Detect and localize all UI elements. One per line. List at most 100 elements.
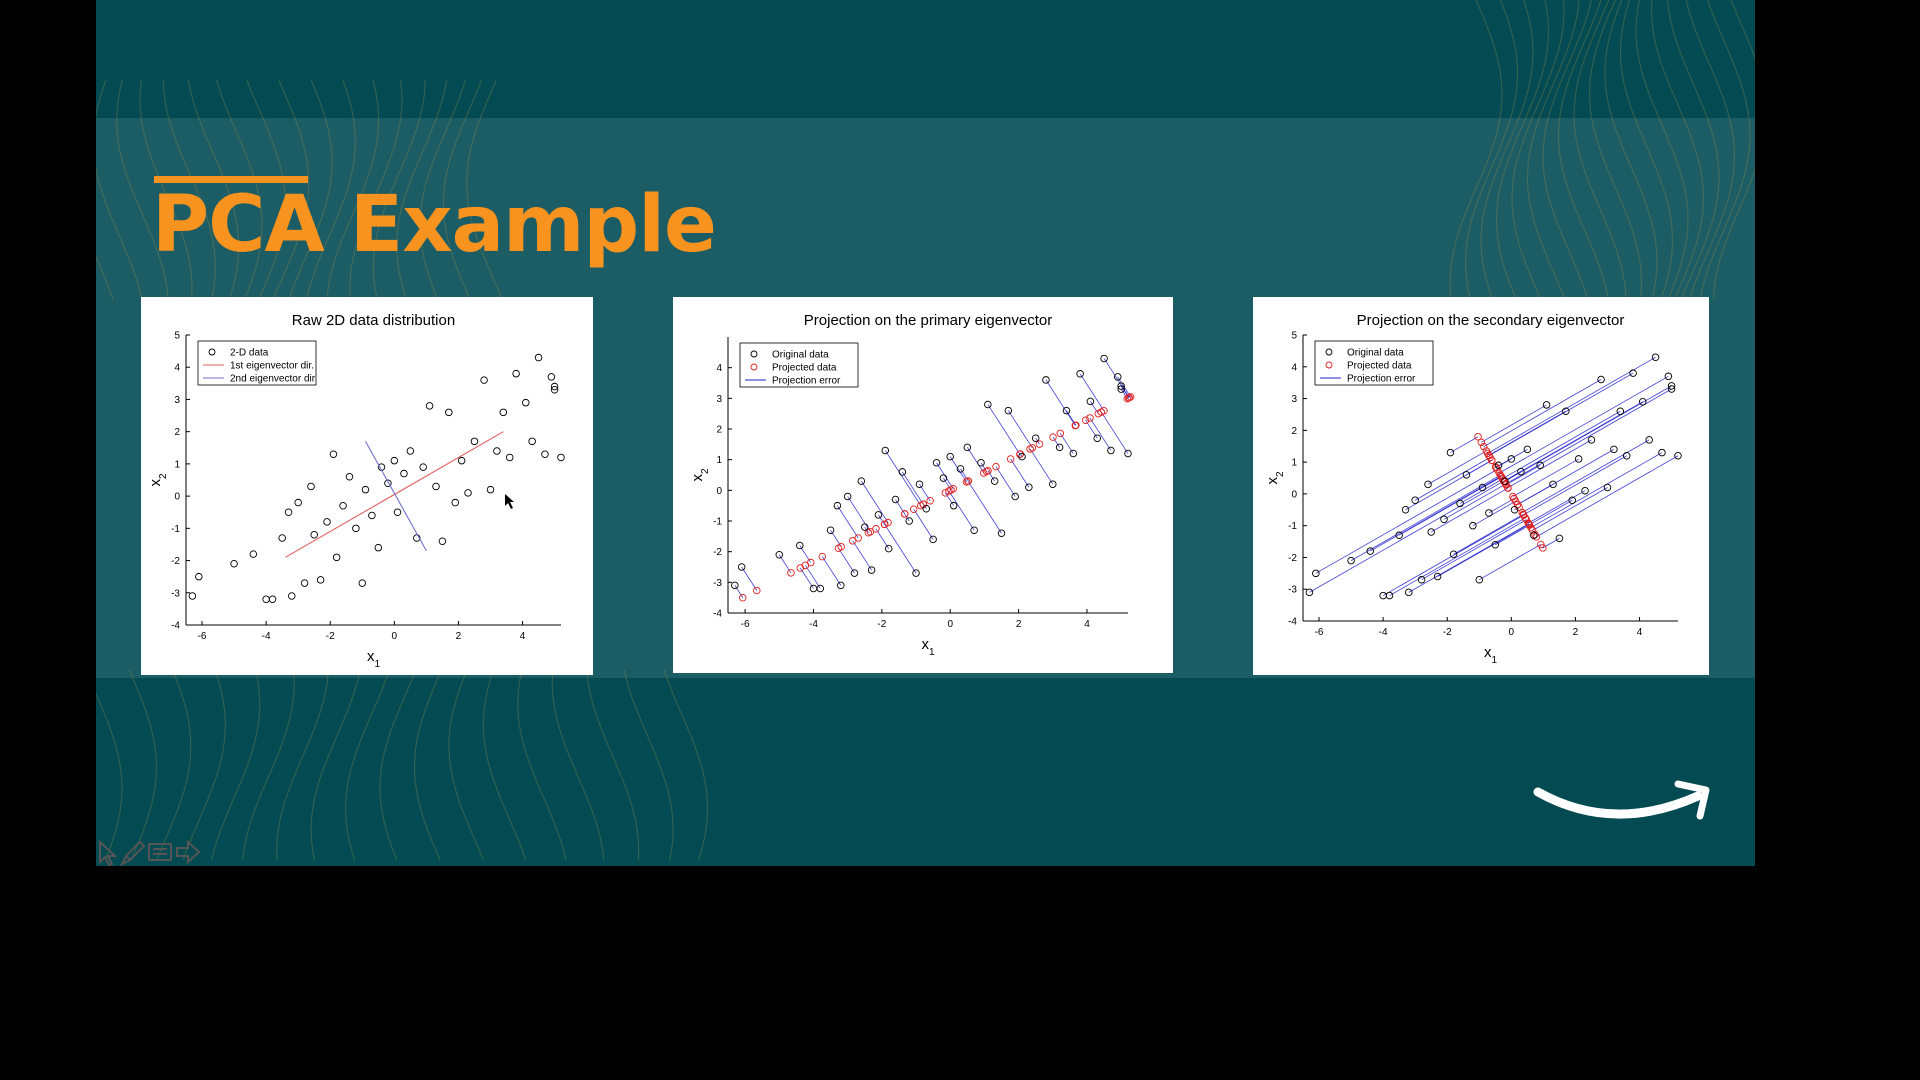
original-point xyxy=(1674,452,1682,460)
original-point xyxy=(1076,370,1084,378)
original-point xyxy=(1117,382,1125,390)
projection-error-line xyxy=(805,565,821,589)
y-tick-label: 0 xyxy=(1291,489,1297,500)
y-tick-label: -4 xyxy=(713,609,722,620)
projected-point xyxy=(1524,519,1533,527)
x-tick-label: 0 xyxy=(1509,627,1515,638)
projection-error-line xyxy=(904,513,910,522)
legend-label: 1st eigenvector dir. xyxy=(230,361,314,372)
x-tick-label: 2 xyxy=(1573,627,1579,638)
pointer-icon[interactable] xyxy=(96,836,120,868)
next-icon[interactable] xyxy=(174,836,202,868)
x-tick-label: 4 xyxy=(1084,619,1090,630)
data-point xyxy=(310,531,318,539)
data-point xyxy=(486,485,495,494)
data-point xyxy=(307,482,315,491)
y-tick-label: 4 xyxy=(1291,362,1297,373)
contour-line xyxy=(139,79,193,301)
y-tick-label: 1 xyxy=(1291,458,1297,469)
projection-error-line xyxy=(1389,517,1526,596)
contour-line xyxy=(663,669,709,861)
projection-error-line xyxy=(987,404,1021,455)
projection-error-line xyxy=(837,505,859,539)
data-point xyxy=(505,453,514,462)
original-point xyxy=(1456,499,1464,508)
contour-line xyxy=(1449,0,1503,301)
projected-point xyxy=(801,561,810,570)
original-point xyxy=(932,458,941,467)
y-tick-label: 2 xyxy=(716,425,722,436)
y-tick-label: 0 xyxy=(716,486,722,497)
slides-icon[interactable] xyxy=(146,836,174,868)
contour-line xyxy=(466,79,503,301)
original-point xyxy=(1664,372,1673,381)
data-point xyxy=(512,369,520,378)
y-tick-label: 3 xyxy=(716,394,722,405)
projection-error-line xyxy=(852,540,872,571)
projection-error-line xyxy=(1505,464,1541,486)
original-point xyxy=(1305,588,1314,597)
legend-label: Projected data xyxy=(772,363,837,374)
projected-point xyxy=(1527,523,1535,532)
projection-error-line xyxy=(1517,449,1615,505)
original-point xyxy=(1491,540,1500,549)
contour-line xyxy=(1619,0,1674,301)
contour-line xyxy=(211,669,261,861)
projected-point xyxy=(880,520,889,529)
contour-line xyxy=(242,669,295,861)
original-point xyxy=(1530,531,1538,539)
original-point xyxy=(731,581,739,590)
original-point xyxy=(946,452,954,461)
projection-error-line xyxy=(1502,410,1621,480)
data-point xyxy=(419,463,427,471)
y-tick-label: -4 xyxy=(1288,617,1297,628)
legend-marker xyxy=(208,348,216,356)
legend-label: Projection error xyxy=(772,376,841,387)
projected-point xyxy=(964,477,972,485)
original-point xyxy=(1651,353,1660,361)
contour-line xyxy=(1495,0,1550,301)
projected-point xyxy=(1539,544,1547,552)
original-point xyxy=(857,477,866,485)
original-point xyxy=(1347,556,1355,565)
original-point xyxy=(949,501,958,510)
contour-line xyxy=(372,79,426,301)
data-point xyxy=(384,479,392,487)
x-tick-label: -6 xyxy=(1315,627,1324,638)
data-point xyxy=(400,469,408,478)
contour-line xyxy=(1542,0,1592,301)
projection-error-line xyxy=(1504,385,1672,483)
projected-point xyxy=(984,467,992,475)
original-point xyxy=(1501,477,1509,485)
original-point xyxy=(1616,407,1625,416)
projection-error-line xyxy=(1421,519,1527,581)
amazon-smile-logo xyxy=(1533,780,1710,820)
original-point xyxy=(1629,369,1637,377)
projected-point xyxy=(1483,449,1492,458)
contour-line xyxy=(413,669,443,861)
projection-error-line xyxy=(1479,544,1541,581)
original-point xyxy=(833,501,842,510)
contour-line xyxy=(326,79,380,301)
data-point xyxy=(528,437,536,446)
contour-line xyxy=(1573,0,1627,301)
contour-line xyxy=(1635,0,1689,301)
contour-line xyxy=(482,669,527,861)
projection-error-line xyxy=(1059,433,1074,454)
pen-icon[interactable] xyxy=(118,836,146,868)
projected-point xyxy=(872,525,880,533)
original-point xyxy=(977,458,985,467)
projected-point xyxy=(739,594,747,602)
contour-line xyxy=(1464,0,1519,301)
projection-error-line xyxy=(1090,401,1099,414)
projection-error-line xyxy=(1487,356,1656,454)
legend-label: 2nd eigenvector dir xyxy=(230,374,316,385)
projection-error-line xyxy=(741,566,758,591)
projection-error-line xyxy=(1536,455,1679,538)
projection-error-line xyxy=(913,509,934,540)
projection-error-line xyxy=(1370,475,1502,552)
y-tick-label: -4 xyxy=(171,621,180,632)
projection-error-line xyxy=(1453,514,1524,555)
x-tick-label: 2 xyxy=(456,631,462,642)
slide: PCA Example Raw 2D data distribution -6 -4… xyxy=(96,0,1755,866)
